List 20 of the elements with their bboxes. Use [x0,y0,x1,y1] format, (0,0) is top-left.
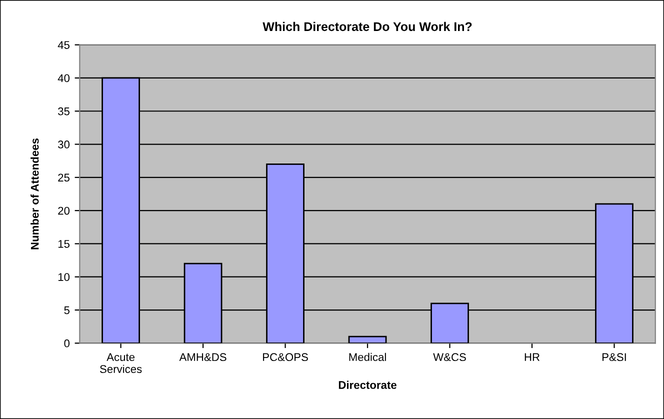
x-tick-label: Medical [349,352,386,362]
chart-title: Which Directorate Do You Work In? [262,22,472,32]
y-tick-label: 0 [64,339,70,348]
x-axis-title: Directorate [338,380,396,389]
x-tick-label: PC&OPS [263,353,308,362]
x-tick-label: P&SI [602,353,626,362]
y-axis-title: Number of Attendees [30,138,39,250]
y-tick-label: 15 [58,240,70,248]
y-tick-label: 5 [64,306,70,314]
y-tick-label: 20 [58,206,70,215]
y-tick-label: 25 [58,174,70,182]
y-tick-label: 45 [58,41,70,49]
y-tick-label: 35 [58,107,70,116]
x-tick-label: Acute Services [100,353,142,374]
y-tick-label: 30 [58,140,70,148]
y-tick-label: 40 [58,74,70,82]
y-tick-label: 10 [58,273,70,281]
x-tick-label: AMH&DS [179,353,226,362]
x-tick-label: W&CS [433,353,466,362]
x-tick-label: HR [524,353,540,361]
